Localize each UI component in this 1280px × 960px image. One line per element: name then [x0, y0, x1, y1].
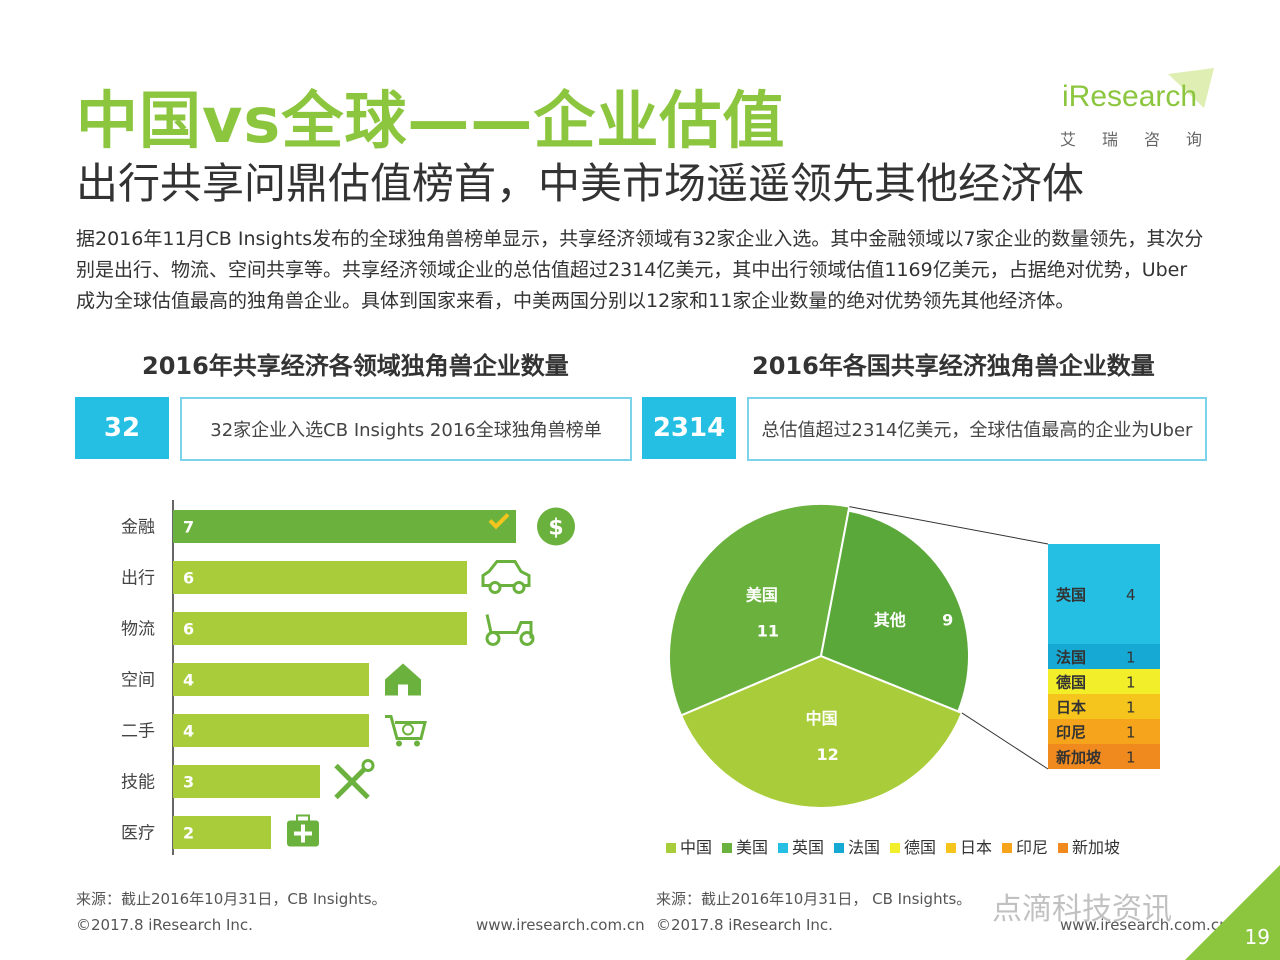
right-stat-value: 2314 [642, 397, 736, 459]
left-source: 来源：截止2016年10月31日，CB Insights。 [76, 890, 387, 908]
dollar-icon: $ [488, 507, 575, 546]
bar-category-label: 空间 [121, 671, 155, 691]
connector-line [849, 506, 1049, 545]
right-copyright: ©2017.8 iResearch Inc. [656, 916, 833, 934]
scooter-icon [485, 614, 535, 646]
bar-value-label: 3 [183, 773, 194, 792]
breakdown-label: 新加坡 [1056, 749, 1101, 767]
bar-value-label: 2 [183, 824, 194, 843]
tools-icon [334, 759, 375, 800]
bar-医疗 [173, 816, 271, 849]
legend-swatch [890, 843, 900, 853]
bar-category-label: 技能 [121, 773, 155, 793]
bar-技能 [173, 765, 320, 798]
bar-出行 [173, 561, 467, 594]
left-stat-value: 32 [75, 397, 169, 459]
legend-swatch [778, 843, 788, 853]
page-title: 中国vs全球——企业估值 [76, 84, 786, 157]
logo-subtitle: 艾瑞咨询 [1060, 130, 1229, 149]
breakdown-value: 1 [1126, 724, 1136, 742]
breakdown-label: 英国 [1056, 586, 1086, 604]
pie-label: 中国 [806, 709, 838, 728]
bar-value-label: 6 [183, 620, 194, 639]
pie-slice-其他 [819, 509, 970, 713]
breakdown-value: 1 [1126, 749, 1136, 767]
breakdown-新加坡 [1048, 744, 1160, 769]
bar-value-label: 7 [183, 518, 194, 537]
right-source: 来源：截止2016年10月31日， CB Insights。 [656, 890, 972, 908]
breakdown-label: 法国 [1056, 649, 1086, 667]
page-number: 19 [1244, 925, 1270, 949]
legend-label: 印尼 [1016, 838, 1048, 857]
breakdown-value: 1 [1126, 649, 1136, 667]
right-stat-text: 总估值超过2314亿美元，全球估值最高的企业为Uber [747, 397, 1207, 461]
bar-金融 [173, 510, 516, 543]
legend-label: 法国 [848, 838, 880, 857]
description-paragraph: 据2016年11月CB Insights发布的全球独角兽榜单显示，共享经济领域有… [76, 228, 1204, 312]
left-chart-heading: 2016年共享经济各领域独角兽企业数量 [142, 352, 569, 380]
bar-value-label: 6 [183, 569, 194, 588]
svg-text:$: $ [548, 516, 563, 541]
pie-slice-中国 [679, 654, 964, 809]
legend-swatch [666, 843, 676, 853]
legend-swatch [946, 843, 956, 853]
bar-value-label: 4 [183, 722, 194, 741]
legend-label: 英国 [792, 838, 824, 857]
watermark: 点滴科技资讯 [992, 892, 1172, 927]
bar-category-label: 物流 [121, 620, 155, 640]
breakdown-label: 日本 [1056, 699, 1086, 717]
legend-label: 中国 [680, 838, 712, 857]
bar-chart: 金融 7 $ 出行 6 物流 6 空间 4 二手 4 技能 3 医疗 2 [121, 500, 575, 855]
legend-label: 德国 [904, 838, 936, 857]
bar-category-label: 二手 [121, 722, 155, 742]
bar-空间 [173, 663, 369, 696]
pie-value: 11 [757, 621, 779, 640]
bar-二手 [173, 714, 369, 747]
pie-label: 美国 [746, 585, 778, 604]
connector-line [961, 712, 1049, 770]
legend-swatch [722, 843, 732, 853]
left-stat-text: 32家企业入选CB Insights 2016全球独角兽榜单 [180, 397, 632, 461]
bar-value-label: 4 [183, 671, 194, 690]
legend-swatch [834, 843, 844, 853]
legend-swatch [1058, 843, 1068, 853]
breakdown-德国 [1048, 669, 1160, 694]
left-copyright: ©2017.8 iResearch Inc. [76, 916, 253, 934]
page-subtitle: 出行共享问鼎估值榜首，中美市场遥遥领先其他经济体 [76, 159, 1085, 208]
legend-label: 日本 [960, 838, 992, 857]
bar-category-label: 金融 [121, 518, 155, 538]
car-icon [481, 560, 531, 594]
pie-label: 其他 [874, 611, 906, 630]
breakdown-label: 印尼 [1056, 724, 1086, 742]
bar-category-label: 出行 [121, 569, 155, 589]
legend-label: 新加坡 [1072, 838, 1120, 857]
house-icon [385, 663, 421, 696]
left-url: www.iresearch.com.cn [476, 916, 645, 934]
medical-icon [287, 814, 319, 847]
pie-slice-美国 [668, 503, 851, 717]
breakdown-英国 [1048, 544, 1160, 644]
breakdown-印尼 [1048, 719, 1160, 744]
breakdown-value: 1 [1126, 699, 1136, 717]
breakdown-日本 [1048, 694, 1160, 719]
breakdown-法国 [1048, 644, 1160, 669]
breakdown-value: 1 [1126, 674, 1136, 692]
logo-brand: iResearch [1062, 80, 1198, 113]
page-corner [1185, 865, 1280, 960]
right-chart-heading: 2016年各国共享经济独角兽企业数量 [752, 352, 1155, 380]
bar-category-label: 医疗 [121, 824, 155, 844]
iresearch-logo [1060, 68, 1214, 120]
pie-value: 12 [817, 745, 839, 764]
pie-value: 9 [942, 611, 953, 630]
legend-label: 美国 [736, 838, 768, 857]
breakdown-value: 4 [1126, 586, 1136, 604]
legend-swatch [1002, 843, 1012, 853]
bar-物流 [173, 612, 467, 645]
breakdown-label: 德国 [1056, 674, 1086, 692]
cart-icon [385, 715, 427, 747]
